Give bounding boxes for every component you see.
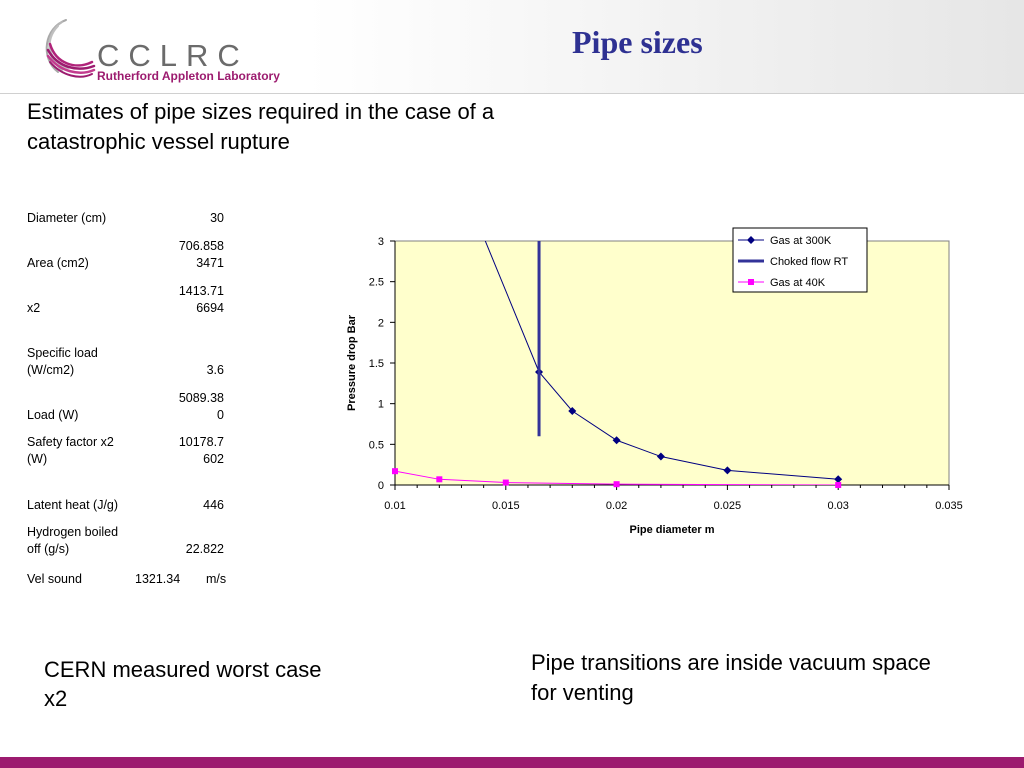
- row-value: 22.822: [186, 541, 224, 558]
- vel-sound-value: 1321.34: [135, 572, 180, 586]
- y-tick-label: 1: [378, 399, 384, 411]
- x-tick-label: 0.025: [714, 500, 742, 512]
- row-value: 10178.7 602: [179, 434, 224, 468]
- page-title: Pipe sizes: [572, 24, 703, 61]
- x-tick-label: 0.035: [935, 500, 963, 512]
- data-point: [614, 481, 620, 487]
- y-axis-label: Pressure drop Bar: [346, 314, 358, 411]
- y-tick-label: 3: [378, 236, 384, 248]
- data-point: [436, 476, 442, 482]
- row-value: 446: [203, 497, 224, 514]
- cclrc-swirl-logo-icon: [36, 14, 96, 84]
- pressure-drop-chart: 0 0.5 1 1.5 2 2.5 3 0.01 0.015 0.02 0.025 0.03 0.035…: [340, 222, 980, 552]
- table-row: Load (W) 5089.38 0: [27, 390, 232, 424]
- row-value: 706.858 3471: [179, 238, 224, 272]
- y-tick-label: 0: [378, 480, 384, 492]
- row-label: Hydrogen boiled off (g/s): [27, 524, 118, 558]
- vel-sound-unit: m/s: [206, 572, 226, 586]
- y-tick-label: 2: [378, 317, 384, 329]
- x-tick-label: 0.02: [606, 500, 627, 512]
- header-bar: CCLRC Rutherford Appleton Laboratory Pip…: [0, 0, 1024, 94]
- row-value: 3.6: [207, 362, 224, 379]
- legend-label: Gas at 40K: [770, 277, 826, 289]
- footer-bar: [0, 757, 1024, 768]
- table-row: Safety factor x2 (W) 10178.7 602: [27, 434, 232, 468]
- row-label: Latent heat (J/g): [27, 497, 118, 514]
- row-label: Specific load (W/cm2): [27, 345, 98, 379]
- data-point: [392, 468, 398, 474]
- row-label: Diameter (cm): [27, 210, 106, 227]
- data-point: [835, 482, 841, 488]
- x-tick-label: 0.03: [827, 500, 848, 512]
- table-row: x2 1413.71 6694: [27, 283, 232, 317]
- legend-label: Choked flow RT: [770, 256, 848, 268]
- row-label: Area (cm2): [27, 255, 89, 272]
- legend-marker: [748, 279, 754, 285]
- note-vacuum: Pipe transitions are inside vacuum space…: [531, 648, 951, 708]
- table-row: Specific load (W/cm2) 3.6: [27, 345, 232, 379]
- note-cern: CERN measured worst case x2: [44, 655, 334, 713]
- legend-label: Gas at 300K: [770, 235, 832, 247]
- table-row: Latent heat (J/g) 446: [27, 497, 232, 514]
- x-tick-label: 0.015: [492, 500, 520, 512]
- row-label: x2: [27, 300, 40, 317]
- data-point: [503, 480, 509, 486]
- y-tick-label: 0.5: [369, 439, 384, 451]
- y-tick-label: 2.5: [369, 277, 384, 289]
- table-row: Area (cm2) 706.858 3471: [27, 238, 232, 272]
- row-label: Load (W): [27, 407, 78, 424]
- x-tick-label: 0.01: [384, 500, 405, 512]
- intro-text: Estimates of pipe sizes required in the …: [27, 97, 607, 157]
- table-row: Diameter (cm) 30: [27, 210, 232, 227]
- row-label: Safety factor x2 (W): [27, 434, 114, 468]
- vel-sound-label: Vel sound: [27, 572, 82, 586]
- table-row: Hydrogen boiled off (g/s) 22.822: [27, 524, 232, 558]
- y-tick-label: 1.5: [369, 358, 384, 370]
- row-value: 30: [210, 210, 224, 227]
- x-axis-label: Pipe diameter m: [630, 524, 715, 536]
- row-value: 5089.38 0: [179, 390, 224, 424]
- logo-subtitle: Rutherford Appleton Laboratory: [97, 69, 280, 83]
- row-value: 1413.71 6694: [179, 283, 224, 317]
